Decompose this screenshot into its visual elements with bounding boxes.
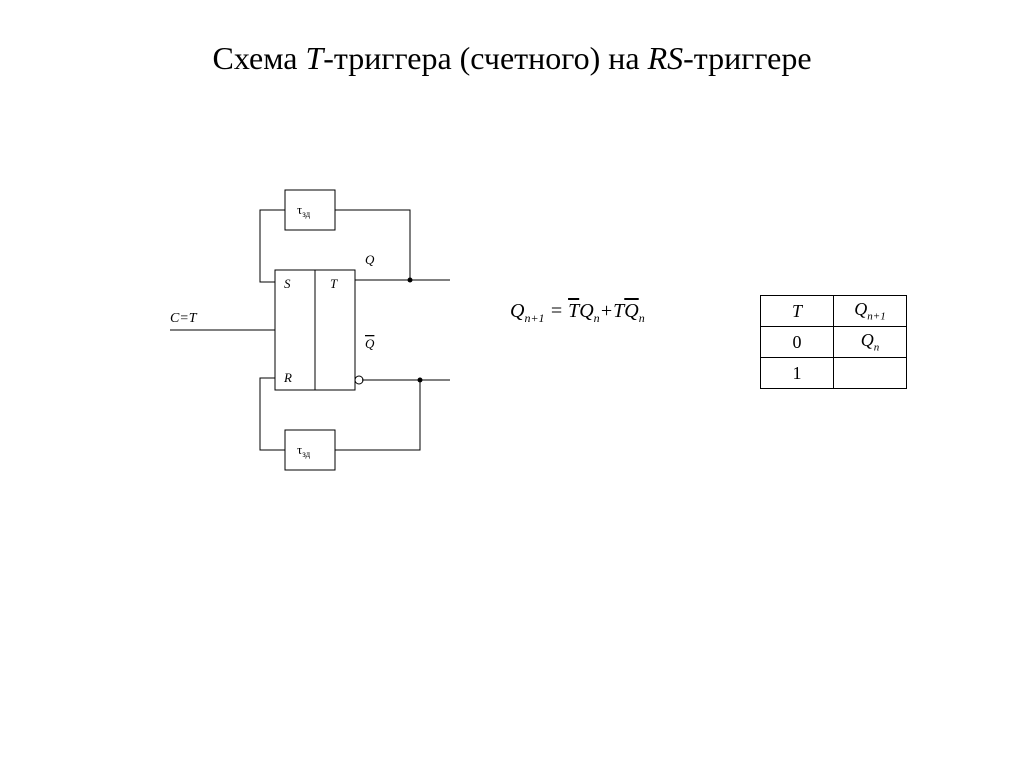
eq-lhs-q: Q [510, 300, 524, 322]
title-italic2: RS [648, 40, 684, 76]
table-row: 0 Qn [761, 327, 907, 358]
delay-bottom-label: τзд [297, 442, 311, 459]
wire-delay-bottom-to-r [260, 378, 285, 450]
node-qbar [418, 378, 423, 383]
delay-top-label: τзд [297, 202, 311, 219]
eq-t2-t: T [613, 300, 624, 322]
cell-q-1 [834, 358, 907, 389]
wire-delay-top-to-s [260, 210, 285, 282]
inversion-circle [355, 376, 363, 384]
table-row: 1 [761, 358, 907, 389]
cell-t-0: 0 [761, 327, 834, 358]
label-s: S [284, 276, 291, 291]
node-q [408, 278, 413, 283]
label-q: Q [365, 252, 375, 267]
input-label: C=T [170, 311, 198, 326]
eq-lhs-sub: n+1 [524, 311, 544, 325]
equation: Qn+1 = TQn+TQn [510, 300, 645, 326]
label-qbar: Q [365, 336, 375, 351]
table-header-row: T Qn+1 [761, 296, 907, 327]
title-pre: Схема [212, 40, 305, 76]
truth-table: T Qn+1 0 Qn 1 [760, 295, 907, 389]
page-title: Схема T-триггера (счетного) на RS-тригге… [0, 40, 1024, 77]
cell-t-1: 1 [761, 358, 834, 389]
eq-t1-bar: T [568, 300, 579, 322]
title-mid: -триггера (счетного) на [323, 40, 647, 76]
title-italic1: T [305, 40, 323, 76]
eq-t2-sub: n [639, 311, 645, 325]
title-post: -триггере [683, 40, 811, 76]
eq-equals: = [545, 300, 569, 322]
label-t: T [330, 276, 338, 291]
cell-q-0: Qn [834, 327, 907, 358]
eq-t1-q: Q [579, 300, 593, 322]
th-qn1: Qn+1 [834, 296, 907, 327]
label-r: R [283, 370, 292, 385]
eq-t2-qbar: Q [624, 300, 638, 322]
th-t: T [761, 296, 834, 327]
eq-plus: + [600, 300, 614, 322]
circuit-diagram: S R T Q Q τзд τзд C=T [150, 170, 470, 490]
